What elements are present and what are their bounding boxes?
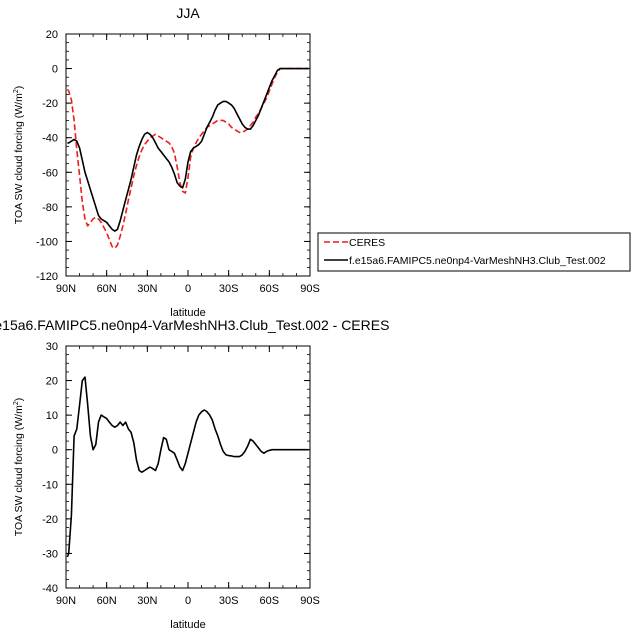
bottom-panel: f.e15a6.FAMIPC5.ne0np4-VarMeshNH3.Club_T… bbox=[0, 317, 389, 631]
bottom-y-tick-label: -30 bbox=[42, 548, 58, 560]
bottom-x-tick-label: 60N bbox=[97, 595, 117, 607]
top-x-tick-label: 90S bbox=[300, 283, 320, 295]
top-series-line-1 bbox=[67, 67, 309, 232]
top-x-tick-label: 0 bbox=[185, 283, 191, 295]
bottom-x-tick-label: 30S bbox=[219, 595, 239, 607]
top-x-tick-label: 90N bbox=[56, 283, 76, 295]
legend-label-model: f.e15a6.FAMIPC5.ne0np4-VarMeshNH3.Club_T… bbox=[349, 255, 606, 267]
top-y-axis-label: TOA SW cloud forcing (W/m2) bbox=[13, 86, 25, 225]
legend-label-ceres: CERES bbox=[349, 237, 385, 249]
bottom-y-axis-label: TOA SW cloud forcing (W/m2) bbox=[13, 398, 25, 537]
bottom-x-tick-label: 90N bbox=[56, 595, 76, 607]
bottom-y-tick-label: 20 bbox=[46, 376, 58, 388]
bottom-x-tick-label: 0 bbox=[185, 595, 191, 607]
top-y-tick-label: -60 bbox=[42, 167, 58, 179]
top-y-tick-label: 0 bbox=[52, 64, 58, 76]
bottom-series-line-0 bbox=[66, 376, 309, 558]
bottom-y-tick-label: -40 bbox=[42, 583, 58, 595]
top-panel: JJA TOA SW cloud forcing (W/m2) latitude… bbox=[13, 5, 631, 319]
bottom-y-tick-label: -20 bbox=[42, 514, 58, 526]
top-x-axis-label: latitude bbox=[170, 307, 205, 319]
top-y-tick-label: -80 bbox=[42, 202, 58, 214]
bottom-x-axis-label: latitude bbox=[170, 619, 205, 631]
top-y-tick-label: -40 bbox=[42, 133, 58, 145]
top-plot-frame bbox=[65, 33, 311, 277]
bottom-x-tick-label: 90S bbox=[300, 595, 320, 607]
bottom-y-tick-label: 30 bbox=[46, 341, 58, 353]
legend: CERES f.e15a6.FAMIPC5.ne0np4-VarMeshNH3.… bbox=[317, 232, 631, 272]
top-x-tick-label: 30S bbox=[219, 283, 239, 295]
top-y-tick-label: -20 bbox=[42, 98, 58, 110]
bottom-y-tick-label: 0 bbox=[52, 445, 58, 457]
bottom-y-tick-label: 10 bbox=[46, 410, 58, 422]
top-y-tick-label: -120 bbox=[36, 271, 58, 283]
bottom-plot-frame bbox=[65, 345, 311, 589]
bottom-y-tick-label: -10 bbox=[42, 479, 58, 491]
top-x-tick-label: 60N bbox=[97, 283, 117, 295]
top-x-tick-label: 60S bbox=[260, 283, 280, 295]
top-x-tick-label: 30N bbox=[137, 283, 157, 295]
legend-box bbox=[317, 232, 631, 272]
top-y-tick-label: 20 bbox=[46, 29, 58, 41]
top-chart-title: JJA bbox=[176, 5, 200, 21]
top-series-line-0 bbox=[66, 67, 309, 250]
bottom-chart-title: f.e15a6.FAMIPC5.ne0np4-VarMeshNH3.Club_T… bbox=[0, 317, 389, 333]
top-y-tick-label: -100 bbox=[36, 236, 58, 248]
bottom-x-tick-label: 30N bbox=[137, 595, 157, 607]
bottom-x-tick-label: 60S bbox=[260, 595, 280, 607]
